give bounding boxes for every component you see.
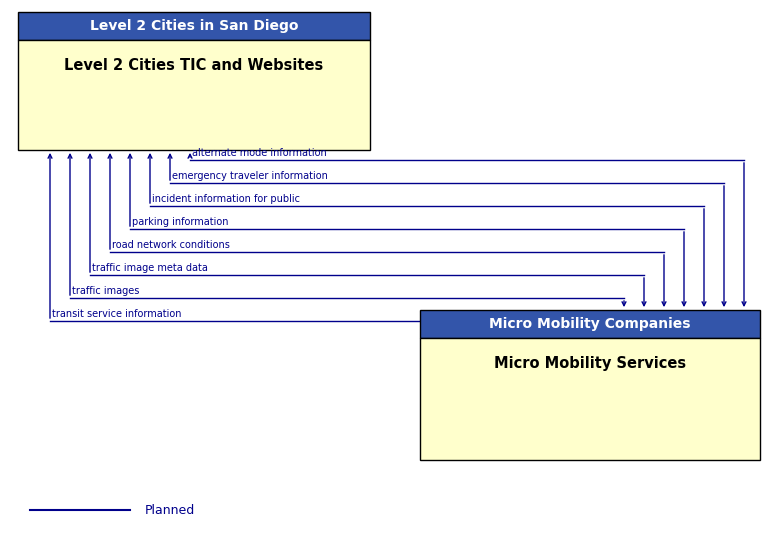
Bar [18,40,370,150]
Bar [18,12,370,40]
Bar [420,338,760,460]
Text: Level 2 Cities in San Diego: Level 2 Cities in San Diego [90,19,298,33]
Text: traffic images: traffic images [72,286,139,296]
Text: parking information: parking information [132,217,229,227]
Bar [420,310,760,338]
Text: transit service information: transit service information [52,309,182,319]
Text: road network conditions: road network conditions [112,240,230,250]
Text: alternate mode information: alternate mode information [192,148,327,158]
Text: incident information for public: incident information for public [152,194,300,204]
Text: Micro Mobility Companies: Micro Mobility Companies [489,317,691,331]
Text: Micro Mobility Services: Micro Mobility Services [494,356,686,371]
Text: Level 2 Cities TIC and Websites: Level 2 Cities TIC and Websites [64,58,323,73]
Text: Planned: Planned [145,503,195,516]
Text: emergency traveler information: emergency traveler information [172,171,328,181]
Text: traffic image meta data: traffic image meta data [92,263,207,273]
